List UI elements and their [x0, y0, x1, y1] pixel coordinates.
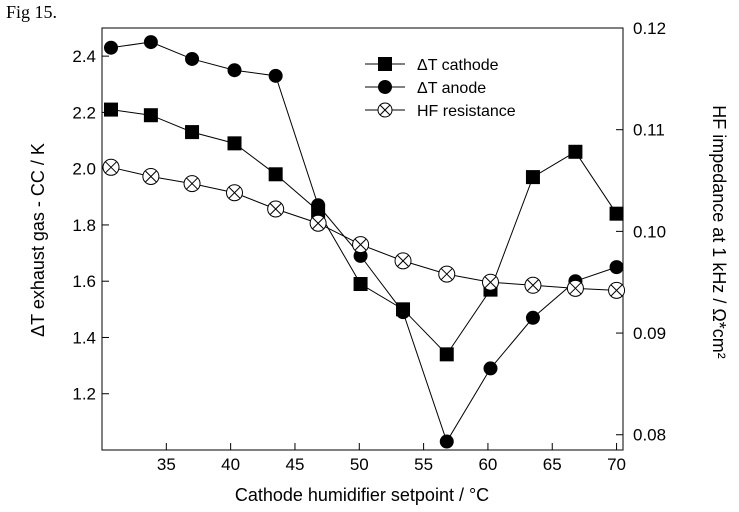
- y-left-tick-label: 2.0: [72, 160, 96, 179]
- point-circle-x-cross: [440, 268, 453, 280]
- point-circle-x-cross: [228, 186, 241, 199]
- point-square: [227, 136, 242, 151]
- y-right-tick-label: 0.08: [633, 426, 666, 445]
- plot-border: [101, 27, 624, 451]
- point-circle-x-cross: [569, 282, 582, 295]
- point-circle: [104, 40, 119, 55]
- y-left-axis-title: ΔT exhaust gas - CC / K: [28, 143, 48, 337]
- point-circle-x: [566, 279, 584, 297]
- point-circle-x-cross: [610, 284, 623, 297]
- legend-label-hf-resistance: HF resistance: [417, 103, 516, 120]
- series-line-0: [110, 109, 617, 356]
- x-tick-label: 35: [157, 455, 176, 474]
- point-circle: [396, 305, 411, 320]
- y-left-tick-label: 1.8: [72, 216, 96, 235]
- point-circle-x-cross: [527, 279, 539, 292]
- y-left-tick-label: 2.4: [72, 47, 96, 66]
- plot-frame: [101, 27, 624, 451]
- point-square: [525, 170, 540, 185]
- point-square: [353, 277, 368, 292]
- legend-label-anode: ΔT anode: [417, 80, 486, 97]
- point-circle: [439, 434, 454, 449]
- point-square: [439, 347, 454, 362]
- point-circle: [353, 248, 368, 263]
- point-circle-x: [438, 265, 456, 283]
- legend-label-cathode: ΔT cathode: [417, 57, 499, 74]
- point-square: [609, 206, 624, 221]
- x-tick-label: 50: [350, 455, 369, 474]
- point-circle-x-cross: [484, 276, 497, 289]
- x-tick-label: 45: [286, 455, 305, 474]
- y-left-tick-label: 1.4: [72, 328, 96, 347]
- x-tick-label: 60: [478, 455, 497, 474]
- point-circle-x-cross: [397, 255, 409, 267]
- point-circle-x: [267, 200, 285, 218]
- point-circle-x-cross: [269, 203, 282, 215]
- point-circle-x: [608, 281, 626, 299]
- point-circle: [143, 35, 158, 50]
- point-circle-x: [524, 276, 542, 294]
- point-square: [143, 108, 158, 123]
- point-circle-x: [102, 158, 120, 176]
- point-circle-x: [481, 273, 499, 291]
- y-right-tick-label: 0.09: [633, 324, 666, 343]
- x-axis-title: Cathode humidifier setpoint / °C: [235, 485, 489, 505]
- y-right-axis-title: HF impedance at 1 kHz / Ω*cm²: [709, 105, 729, 359]
- point-circle: [609, 260, 624, 275]
- point-square: [104, 102, 119, 117]
- x-tick-label: 55: [414, 455, 433, 474]
- point-circle-x-cross: [312, 217, 324, 230]
- point-circle: [227, 63, 242, 78]
- y-left-tick-label: 1.6: [72, 272, 96, 291]
- point-circle-x: [394, 252, 412, 270]
- axis-ticks: 35 40 45 50 55 60 65 70 1.2 1.4 1.6 1.8 2.0 2.2 2.4 0.0…: [72, 19, 666, 474]
- y-right-tick-label: 0.10: [633, 222, 666, 241]
- point-circle: [525, 310, 540, 325]
- point-circle: [268, 68, 283, 83]
- legend-item-hf-resistance: HF resistance: [365, 102, 516, 120]
- point-circle-x-cross: [354, 238, 367, 251]
- x-tick-label: 65: [543, 455, 562, 474]
- point-circle-x: [183, 175, 201, 193]
- point-circle-x-cross: [186, 177, 198, 190]
- point-square: [185, 125, 200, 140]
- legend-item-cathode: ΔT cathode: [365, 57, 499, 74]
- x-tick-label: 40: [221, 455, 240, 474]
- legend-item-anode: ΔT anode: [365, 80, 486, 97]
- point-circle: [185, 51, 200, 66]
- y-left-tick-label: 2.2: [72, 103, 96, 122]
- figure-label: Fig 15.: [6, 2, 58, 22]
- y-left-tick-label: 1.2: [72, 385, 96, 404]
- point-square: [568, 144, 583, 159]
- point-circle: [483, 361, 498, 376]
- legend: ΔT cathode ΔT anode HF resistance: [365, 57, 516, 120]
- point-circle: [311, 198, 326, 213]
- y-right-tick-label: 0.12: [633, 19, 666, 38]
- series-markers: [102, 35, 626, 449]
- point-circle-x-cross: [145, 170, 157, 183]
- point-square: [268, 167, 283, 182]
- point-circle-x: [142, 167, 160, 185]
- x-tick-label: 70: [607, 455, 626, 474]
- y-right-tick-label: 0.11: [633, 121, 665, 140]
- point-circle-x: [309, 214, 327, 232]
- point-circle-x: [352, 236, 370, 254]
- point-circle-x: [226, 184, 244, 202]
- point-circle-x-cross: [105, 161, 117, 174]
